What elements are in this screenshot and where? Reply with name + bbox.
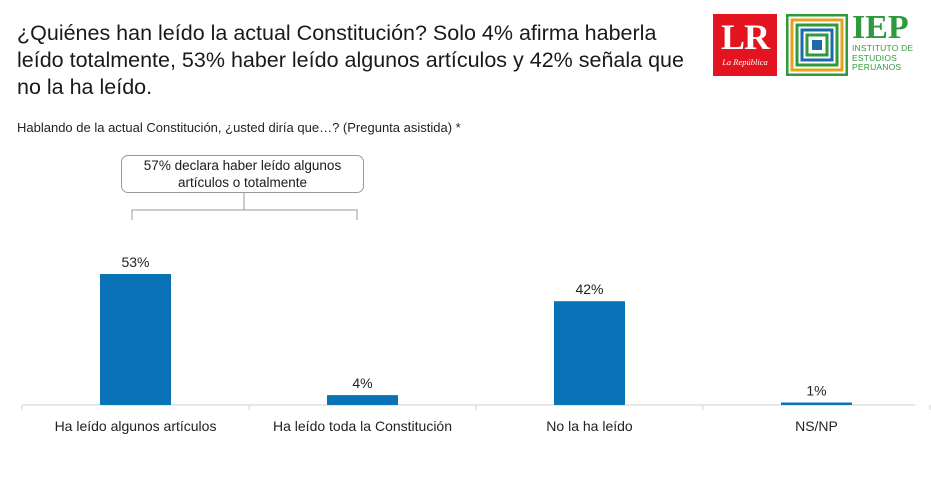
x-axis-ticks: [21, 405, 931, 410]
iep-logo-subtext: INSTITUTO DE ESTUDIOS PERUANOS: [852, 43, 914, 72]
iep-logo-text: IEP: [852, 9, 909, 46]
category-label: Ha leído algunos artículos: [55, 418, 217, 434]
lr-logo-text: LR: [720, 17, 770, 57]
iep-logo-icon: [786, 14, 848, 76]
value-label: 53%: [121, 254, 149, 270]
annotation-callout: 57% declara haber leído algunos artículo…: [121, 155, 364, 193]
bars-group: [100, 274, 852, 405]
annotation-bracket: [131, 193, 358, 220]
value-label: 4%: [352, 375, 372, 391]
lr-logo-subtext: La República: [722, 57, 768, 67]
value-label: 1%: [806, 383, 826, 399]
bar: [100, 274, 171, 405]
bar: [781, 402, 852, 405]
category-label: NS/NP: [795, 418, 838, 434]
value-labels-group: 53% 4% 42% 1%: [121, 254, 826, 399]
question-text: Hablando de la actual Constitución, ¿ust…: [17, 120, 461, 135]
bar: [327, 395, 398, 405]
category-label: Ha leído toda la Constitución: [273, 418, 452, 434]
la-republica-logo: LR La República: [713, 14, 777, 76]
category-labels-group: Ha leído algunos artículos Ha leído toda …: [55, 418, 838, 434]
annotation-text: 57% declara haber leído algunos artículo…: [143, 158, 342, 190]
value-label: 42%: [575, 281, 603, 297]
category-label: No la ha leído: [546, 418, 633, 434]
headline: ¿Quiénes han leído la actual Constitució…: [17, 21, 684, 99]
bar: [554, 301, 625, 405]
